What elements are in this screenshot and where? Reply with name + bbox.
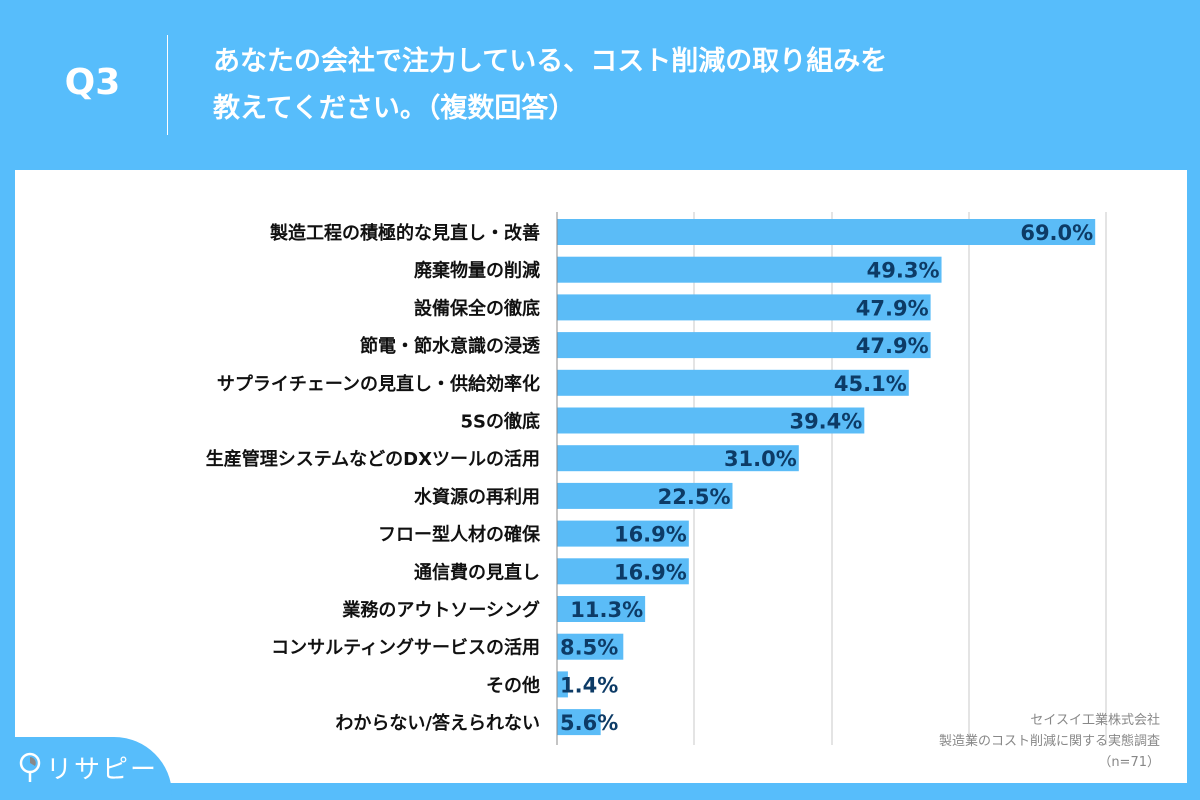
header-divider <box>167 35 168 135</box>
bar <box>557 445 799 472</box>
category-label: コンサルティングサービスの活用 <box>271 637 540 659</box>
value-label: 16.9% <box>614 560 687 584</box>
category-label: 5Sの徹底 <box>461 411 541 433</box>
value-label: 39.4% <box>789 410 862 434</box>
bar <box>557 709 601 736</box>
pin-logo-icon <box>19 752 41 782</box>
category-label: 製造工程の積極的な見直し・改善 <box>269 222 540 244</box>
value-label: 31.0% <box>724 447 797 471</box>
category-label: 廃棄物量の削減 <box>414 260 540 282</box>
value-label: 8.5% <box>560 636 618 660</box>
bar <box>557 369 909 396</box>
logo: リサピー <box>0 737 172 800</box>
bar <box>557 671 568 698</box>
category-label: 設備保全の徹底 <box>414 297 540 319</box>
bar <box>557 332 931 359</box>
bar <box>557 633 624 660</box>
bar <box>557 294 931 321</box>
bar <box>557 596 646 622</box>
value-label: 47.9% <box>856 296 929 320</box>
value-label: 49.3% <box>867 259 940 283</box>
bar <box>557 407 865 434</box>
logo-text: リサピー <box>46 755 159 785</box>
category-label: わからない/答えられない <box>335 712 540 734</box>
value-label: 16.9% <box>614 523 687 547</box>
category-label: 節電・節水意識の浸透 <box>360 335 541 357</box>
page-title: あなたの会社で注力している、コスト削減の取り組みを 教えてください。（複数回答） <box>213 46 888 124</box>
value-label: 5.6% <box>560 711 618 735</box>
value-label: 11.3% <box>570 598 643 622</box>
bar <box>557 219 1096 245</box>
value-label: 69.0% <box>1020 221 1093 245</box>
category-label: その他 <box>486 674 540 696</box>
value-label: 47.9% <box>856 334 929 358</box>
category-label: サプライチェーンの見直し・供給効率化 <box>217 373 540 395</box>
question-number: Q3 <box>64 62 121 103</box>
category-label: 水資源の再利用 <box>414 486 540 508</box>
category-label: 業務のアウトソーシング <box>341 599 540 621</box>
bar <box>557 256 942 283</box>
source-company: セイスイ工業株式会社 <box>1030 713 1160 728</box>
source-survey: 製造業のコスト削減に関する実態調査 <box>938 734 1160 749</box>
bar <box>557 482 733 509</box>
sample-size: （n=71） <box>1098 755 1160 770</box>
category-label: フロー型人材の確保 <box>378 524 541 546</box>
bar <box>557 558 689 585</box>
source-note: セイスイ工業株式会社 製造業のコスト削減に関する実態調査 （n=71） <box>939 710 1160 773</box>
category-label: 生産管理システムなどのDXツールの活用 <box>206 448 540 470</box>
value-label: 22.5% <box>658 485 731 509</box>
value-label: 1.4% <box>560 673 618 697</box>
category-label: 通信費の見直し <box>414 561 540 583</box>
bar <box>557 520 689 547</box>
value-label: 45.1% <box>834 372 907 396</box>
